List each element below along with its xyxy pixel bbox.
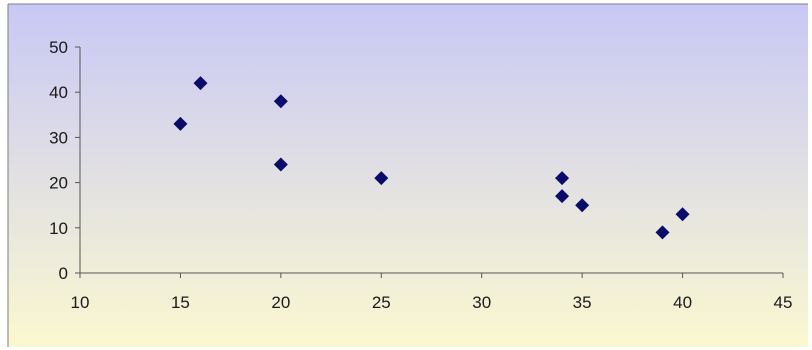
data-point xyxy=(555,189,570,204)
x-tick-label: 10 xyxy=(71,293,90,312)
y-tick-label: 0 xyxy=(59,264,68,283)
y-tick-label: 50 xyxy=(49,38,68,57)
x-tick-label: 20 xyxy=(271,293,290,312)
data-point xyxy=(555,171,570,186)
data-points xyxy=(173,76,690,240)
x-tick-label: 15 xyxy=(171,293,190,312)
y-tick-label: 40 xyxy=(49,83,68,102)
chart-background xyxy=(8,4,808,347)
x-tick-label: 35 xyxy=(573,293,592,312)
y-tick-label: 10 xyxy=(49,219,68,238)
data-point xyxy=(655,225,670,240)
data-point xyxy=(273,157,288,172)
x-tick-label: 40 xyxy=(673,293,692,312)
data-point xyxy=(193,76,208,91)
data-point xyxy=(575,198,590,213)
data-point xyxy=(173,116,188,131)
x-tick-label: 30 xyxy=(472,293,491,312)
axes xyxy=(75,46,784,278)
data-point xyxy=(374,171,389,186)
data-point xyxy=(675,207,690,222)
data-point xyxy=(273,94,288,109)
y-tick-label: 30 xyxy=(49,128,68,147)
y-tick-label: 20 xyxy=(49,174,68,193)
x-tick-label: 45 xyxy=(774,293,793,312)
x-tick-label: 25 xyxy=(372,293,391,312)
